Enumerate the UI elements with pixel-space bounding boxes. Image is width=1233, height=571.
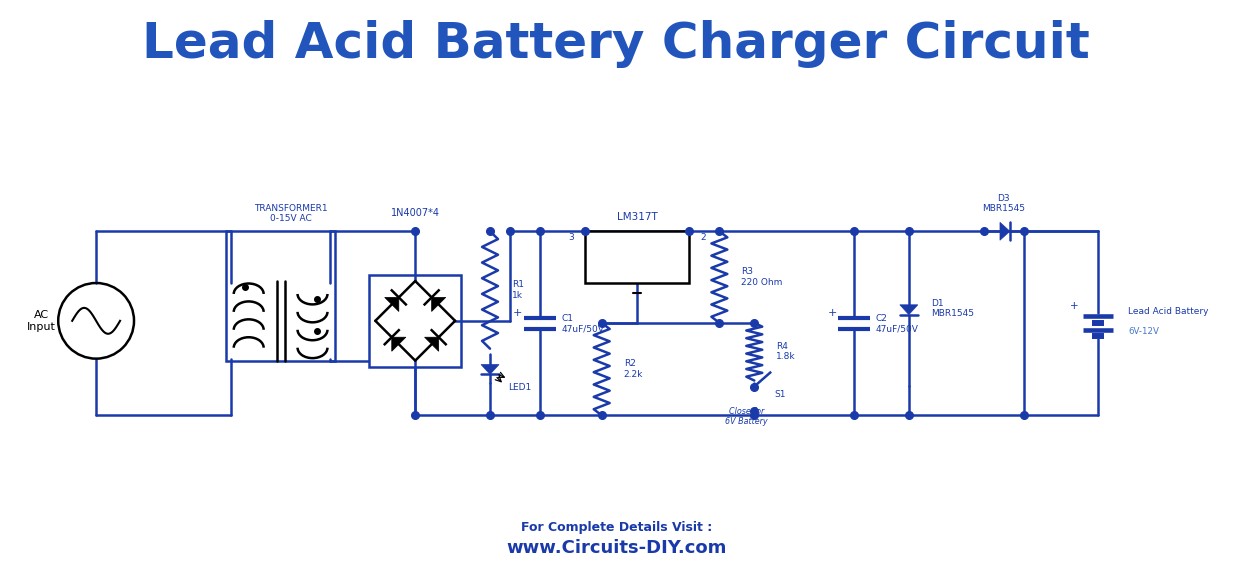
Text: TRANSFORMER1
0-15V AC: TRANSFORMER1 0-15V AC (254, 204, 328, 223)
Polygon shape (392, 337, 406, 351)
Text: +: + (513, 308, 523, 319)
Polygon shape (432, 297, 446, 311)
Text: 1N4007*4: 1N4007*4 (391, 208, 440, 218)
Text: LED1: LED1 (508, 383, 531, 392)
Text: Lead Acid Battery: Lead Acid Battery (1128, 307, 1208, 316)
Text: +: + (827, 308, 837, 319)
Text: S1: S1 (774, 390, 785, 399)
Text: D1
MBR1545: D1 MBR1545 (931, 299, 974, 318)
Text: R2
2.2k: R2 2.2k (624, 359, 644, 379)
Text: www.Circuits-DIY.com: www.Circuits-DIY.com (506, 538, 726, 557)
Text: IN: IN (596, 242, 604, 251)
Text: D3
MBR1545: D3 MBR1545 (981, 194, 1025, 213)
Text: R4
1.8k: R4 1.8k (777, 342, 795, 361)
Bar (584, 231, 689, 283)
Polygon shape (424, 337, 439, 351)
Bar (226, 231, 335, 361)
Text: R1
1k: R1 1k (512, 280, 524, 300)
Text: R3
220 Ohm: R3 220 Ohm (741, 267, 783, 287)
Text: 3: 3 (568, 233, 573, 242)
Text: C1
47uF/50V: C1 47uF/50V (562, 313, 604, 333)
Polygon shape (900, 305, 917, 315)
Bar (370, 275, 461, 367)
Text: For Complete Details Visit :: For Complete Details Visit : (520, 521, 711, 534)
Text: ADJ: ADJ (629, 267, 645, 276)
Polygon shape (481, 364, 499, 375)
Polygon shape (385, 297, 398, 311)
Text: +: + (1070, 301, 1079, 311)
Text: 2: 2 (700, 233, 707, 242)
Text: OUT: OUT (662, 242, 681, 251)
Text: Lead Acid Battery Charger Circuit: Lead Acid Battery Charger Circuit (142, 20, 1090, 68)
Text: LM317T: LM317T (616, 212, 657, 222)
Text: C2
47uF/50V: C2 47uF/50V (875, 313, 919, 333)
Polygon shape (1000, 222, 1010, 240)
Text: Close for
6V Battery: Close for 6V Battery (725, 407, 768, 426)
Text: 6V-12V: 6V-12V (1128, 327, 1159, 336)
Text: AC
Input: AC Input (27, 310, 55, 332)
